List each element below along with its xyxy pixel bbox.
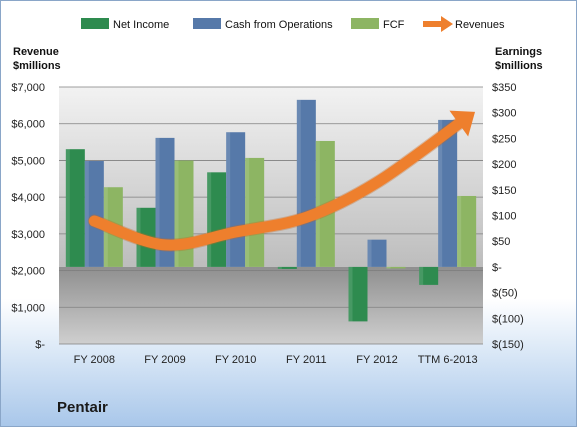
bar-highlight: [419, 266, 424, 285]
bar-highlight: [207, 172, 212, 267]
revenue-line: [87, 110, 476, 252]
bar-highlight: [457, 195, 462, 267]
right-tick-label: $300: [492, 108, 516, 120]
left-axis-title: Revenue: [13, 46, 59, 58]
right-axis-title: Earnings: [495, 46, 542, 58]
right-tick-label: $50: [492, 236, 510, 248]
left-tick-label: $4,000: [11, 192, 45, 204]
bar: [277, 266, 297, 269]
bar-highlight: [296, 99, 301, 267]
company-name: Pentair: [57, 399, 108, 416]
category-label: FY 2010: [215, 354, 256, 366]
bar-highlight: [226, 132, 231, 267]
left-tick-label: $3,000: [11, 229, 45, 241]
revenue-arrowhead: [449, 110, 476, 137]
bar: [155, 137, 175, 267]
axes: $- $1,000 $2,000 $3,000 $4,000 $5,000 $6,000 $7…: [11, 46, 542, 366]
left-tick-label: $7,000: [11, 82, 45, 94]
legend-label: Revenues: [455, 19, 505, 31]
legend-label: FCF: [383, 19, 405, 31]
right-tick-label: $(150): [492, 339, 524, 351]
bar-highlight: [155, 137, 160, 267]
legend: Net Income Cash from Operations FCF Revenue…: [81, 16, 505, 32]
left-tick-label: $-: [35, 339, 45, 351]
right-tick-label: $(50): [492, 288, 518, 300]
bar: [457, 195, 477, 267]
bar-highlight: [84, 161, 89, 267]
bar-highlight: [174, 160, 179, 267]
category-label: TTM 6-2013: [418, 354, 478, 366]
category-label: FY 2009: [144, 354, 185, 366]
bar-highlight: [245, 157, 250, 267]
bar: [419, 266, 439, 285]
bar-highlight: [367, 239, 372, 267]
bar-series: [65, 99, 477, 322]
legend-label: Cash from Operations: [225, 19, 333, 31]
legend-label: Net Income: [113, 19, 169, 31]
category-label: FY 2012: [356, 354, 397, 366]
legend-arrow-swatch: [441, 16, 453, 32]
bar: [367, 239, 387, 267]
category-label: FY 2008: [74, 354, 115, 366]
bar-highlight: [65, 149, 70, 267]
right-tick-label: $350: [492, 82, 516, 94]
category-label: FY 2011: [286, 354, 327, 366]
bar: [65, 149, 85, 267]
left-tick-label: $1,000: [11, 302, 45, 314]
gridlines: [59, 86, 483, 345]
left-tick-label: $5,000: [11, 155, 45, 167]
revenue-line-path: [88, 114, 470, 251]
right-tick-label: $100: [492, 211, 516, 223]
bar-highlight: [277, 266, 282, 269]
bar: [84, 161, 104, 267]
left-tick-label: $2,000: [11, 266, 45, 278]
left-tick-label: $6,000: [11, 119, 45, 131]
right-tick-label: $250: [492, 133, 516, 145]
plot-area-lower: [59, 266, 483, 344]
right-tick-label: $150: [492, 185, 516, 197]
bar: [245, 157, 265, 267]
bar: [296, 99, 316, 267]
bar: [438, 119, 458, 267]
bar-highlight: [438, 119, 443, 267]
bar-highlight: [386, 266, 391, 269]
bar: [348, 266, 368, 322]
right-axis-title: $millions: [495, 60, 543, 72]
bar-highlight: [315, 140, 320, 267]
right-tick-label: $-: [492, 262, 502, 274]
legend-swatch: [81, 18, 109, 29]
right-tick-label: $200: [492, 159, 516, 171]
right-tick-label: $(100): [492, 313, 524, 325]
bar: [386, 266, 406, 269]
legend-swatch: [351, 18, 379, 29]
legend-swatch: [193, 18, 221, 29]
bar-highlight: [348, 266, 353, 322]
left-axis-title: $millions: [13, 60, 61, 72]
